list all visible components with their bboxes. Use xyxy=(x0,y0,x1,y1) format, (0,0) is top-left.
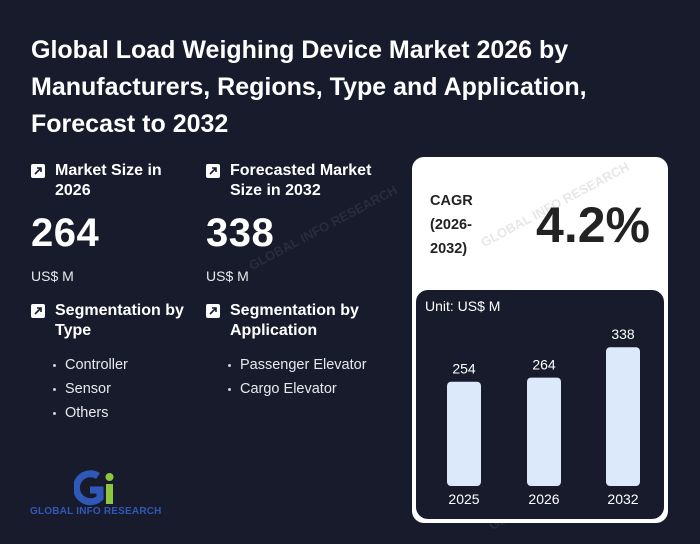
tick-label-2032: 2032 xyxy=(607,491,638,507)
bar-2025 xyxy=(447,381,481,486)
forecast-size-label: Forecasted Market Size in 2032 xyxy=(230,162,372,199)
arrow-up-right-icon xyxy=(206,164,220,178)
bar-chart: Unit: US$ M 254 2025 264 2026 338 2032 xyxy=(416,290,664,519)
company-logo: GLOBAL INFO RESEARCH xyxy=(30,470,180,520)
data-label-2026: 264 xyxy=(532,357,556,373)
cagr-label-line: 2032) xyxy=(430,241,468,257)
list-item: Controller xyxy=(53,353,185,377)
cagr-label-line: CAGR xyxy=(430,193,473,209)
cagr-label-line: (2026- xyxy=(430,217,472,233)
cagr-label: CAGR (2026- 2032) xyxy=(430,189,473,261)
segmentation-type-label: Segmentation by Type xyxy=(55,302,184,339)
data-label-2032: 338 xyxy=(611,326,635,342)
forecast-size-value: 338 xyxy=(206,211,275,255)
data-label-2025: 254 xyxy=(452,361,476,377)
arrow-up-right-icon xyxy=(206,304,220,318)
cagr-panel: GLOBAL INFO RESEARCH CAGR (2026- 2032) 4… xyxy=(412,157,668,523)
market-size-value: 264 xyxy=(31,211,100,255)
market-size-label: Market Size in 2026 xyxy=(55,162,162,199)
page-title: Global Load Weighing Device Market 2026 … xyxy=(31,36,587,138)
logo-mark-icon xyxy=(74,470,114,506)
segmentation-application-block: Segmentation by Application Passenger El… xyxy=(206,301,370,401)
forecast-size-block: Forecasted Market Size in 2032 338 US$ M xyxy=(206,161,400,284)
segmentation-type-block: Segmentation by Type Controller Sensor O… xyxy=(31,301,185,425)
arrow-up-right-icon xyxy=(31,164,45,178)
chart-unit-label: Unit: US$ M xyxy=(425,298,501,314)
market-size-unit: US$ M xyxy=(31,268,74,284)
list-item: Others xyxy=(53,401,185,425)
segmentation-application-label: Segmentation by Application xyxy=(230,302,359,339)
list-item: Passenger Elevator xyxy=(228,353,370,377)
list-item: Sensor xyxy=(53,377,185,401)
market-size-block: Market Size in 2026 264 US$ M xyxy=(31,161,185,284)
bar-2032 xyxy=(606,347,640,486)
logo-text: GLOBAL INFO RESEARCH xyxy=(30,506,162,517)
chart-canvas: 254 2025 264 2026 338 2032 xyxy=(447,326,640,507)
forecast-size-unit: US$ M xyxy=(206,268,249,284)
tick-label-2025: 2025 xyxy=(448,491,479,507)
bar-2026 xyxy=(527,377,561,486)
list-item: Cargo Elevator xyxy=(228,377,370,401)
cagr-value: 4.2% xyxy=(536,197,650,253)
tick-label-2026: 2026 xyxy=(528,491,559,507)
arrow-up-right-icon xyxy=(31,304,45,318)
